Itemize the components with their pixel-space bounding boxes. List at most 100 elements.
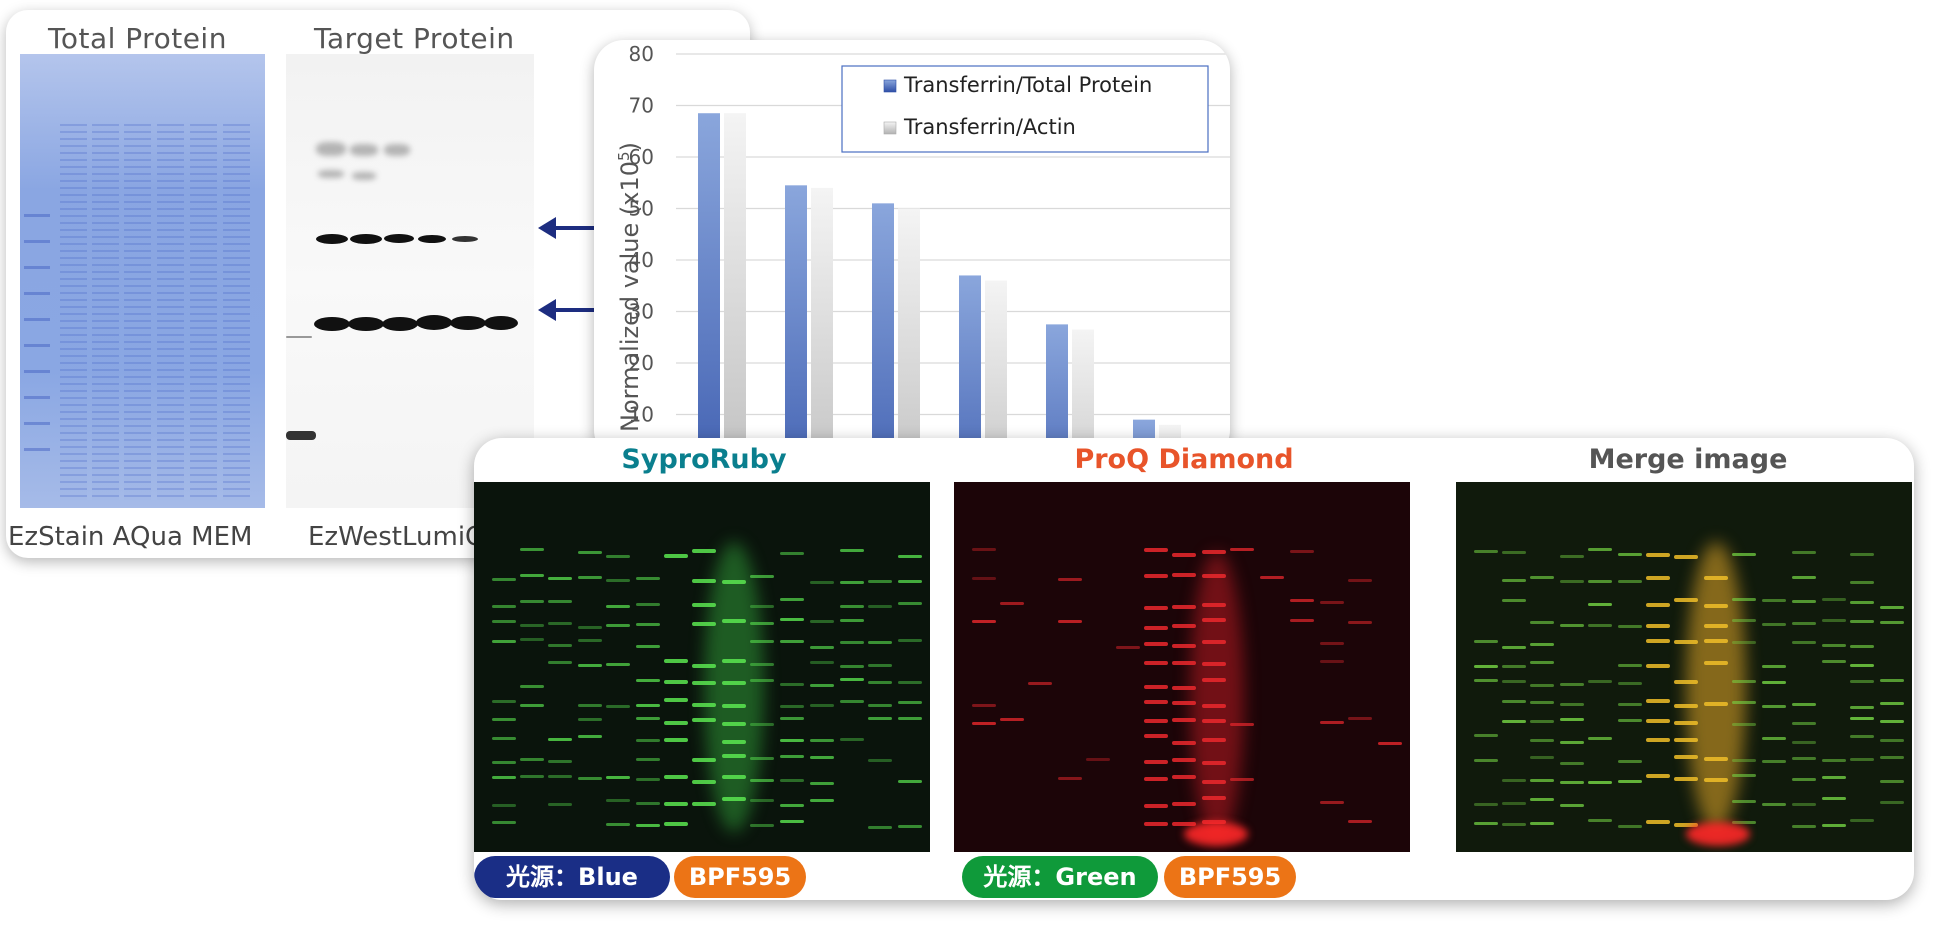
gel-band <box>1230 777 1254 781</box>
gel-band <box>1320 801 1344 805</box>
arrow-left-icon <box>538 217 600 239</box>
gel-band <box>1792 824 1816 828</box>
gel-band <box>780 704 804 708</box>
gel-band <box>1202 678 1226 683</box>
gel-band <box>1646 718 1670 723</box>
gel-band <box>1560 683 1584 687</box>
fluorescence-panel: SyproRuby ProQ Diamond Merge image 光源：Bl… <box>474 438 1914 900</box>
gel-band <box>898 680 922 684</box>
gel-band <box>750 662 774 666</box>
gel-band <box>1474 664 1498 668</box>
gel-band <box>898 716 922 720</box>
gel-band <box>664 698 688 703</box>
merge-image-title: Merge image <box>1588 444 1788 475</box>
gel-band <box>636 644 660 648</box>
gel-band <box>750 621 774 625</box>
y-tick-label: 40 <box>629 248 654 272</box>
gel-band <box>1732 722 1756 726</box>
gel-band <box>492 718 516 722</box>
gel-band <box>972 577 996 581</box>
gel-band <box>1732 774 1756 778</box>
bar-total-protein <box>698 113 720 460</box>
gel-band <box>692 802 716 807</box>
gel-band <box>868 759 892 762</box>
gel-band <box>780 640 804 644</box>
gel-band <box>1530 797 1554 801</box>
gel-band <box>750 824 774 828</box>
gel-band <box>1646 774 1670 779</box>
gel-band <box>1646 575 1670 580</box>
gel-band <box>606 798 630 802</box>
gel-band <box>750 575 774 579</box>
gel-band <box>692 718 716 723</box>
gel-band <box>1502 665 1526 669</box>
gel-band <box>1850 819 1874 823</box>
gel-band <box>722 580 746 585</box>
gel-lane <box>124 124 151 500</box>
gel-band <box>1880 701 1904 705</box>
gel-band <box>1674 598 1698 603</box>
gel-band <box>1202 704 1226 709</box>
gel-band <box>606 705 630 709</box>
blot-band <box>450 316 486 330</box>
gel-band <box>1172 623 1196 628</box>
gel-band <box>578 664 602 667</box>
filter-bpf595-badge: BPF595 <box>1164 856 1296 898</box>
gel-band <box>1320 721 1344 725</box>
gel-band <box>1320 641 1344 645</box>
gel-band <box>692 780 716 785</box>
gel-band <box>898 579 922 583</box>
gel-band <box>1618 719 1642 723</box>
gel-band <box>492 620 516 624</box>
gel-band <box>1732 552 1756 556</box>
gel-band <box>1058 620 1082 624</box>
gel-band <box>1560 761 1584 765</box>
gel-band <box>1144 776 1168 781</box>
gel-band <box>1172 643 1196 648</box>
gel-band <box>1560 579 1584 583</box>
gel-band <box>548 622 572 626</box>
gel-band <box>810 645 834 649</box>
bar-actin <box>1072 329 1094 460</box>
gel-band <box>548 774 572 778</box>
gel-band <box>780 820 804 824</box>
gel-band <box>1474 734 1498 738</box>
gel-band <box>1822 598 1846 602</box>
gel-band <box>1880 755 1904 759</box>
gel-band <box>1822 775 1846 779</box>
gel-band <box>750 678 774 682</box>
gel-band <box>520 758 544 762</box>
gel-band <box>1792 702 1816 706</box>
gel-band <box>1144 699 1168 704</box>
gel-band <box>692 549 716 554</box>
gel-band <box>548 803 572 807</box>
gel-band <box>722 680 746 685</box>
gel-band <box>1880 621 1904 625</box>
gel-band <box>1588 579 1612 583</box>
gel-band <box>1348 620 1372 624</box>
gel-band <box>492 700 516 704</box>
gel-band <box>810 703 834 707</box>
bar-actin <box>811 187 833 460</box>
gel-band <box>1674 776 1698 781</box>
gel-band <box>492 776 516 780</box>
gel-lane <box>60 124 87 500</box>
gel-band <box>1202 618 1226 623</box>
gel-band <box>1378 741 1402 745</box>
blot-band <box>484 316 518 330</box>
gel-band <box>722 619 746 624</box>
gel-band <box>636 777 660 781</box>
gel-band <box>840 619 864 623</box>
gel-band <box>548 600 572 604</box>
gel-band <box>1172 718 1196 723</box>
gel-band <box>1762 802 1786 806</box>
gel-band <box>1704 603 1728 608</box>
gel-band <box>1850 552 1874 556</box>
gel-band <box>1588 548 1612 552</box>
gel-band <box>1850 680 1874 684</box>
gel-band <box>1674 679 1698 684</box>
gel-band <box>1792 575 1816 579</box>
gel-band <box>606 776 630 780</box>
gel-band <box>810 798 834 802</box>
gel-band <box>1618 825 1642 829</box>
